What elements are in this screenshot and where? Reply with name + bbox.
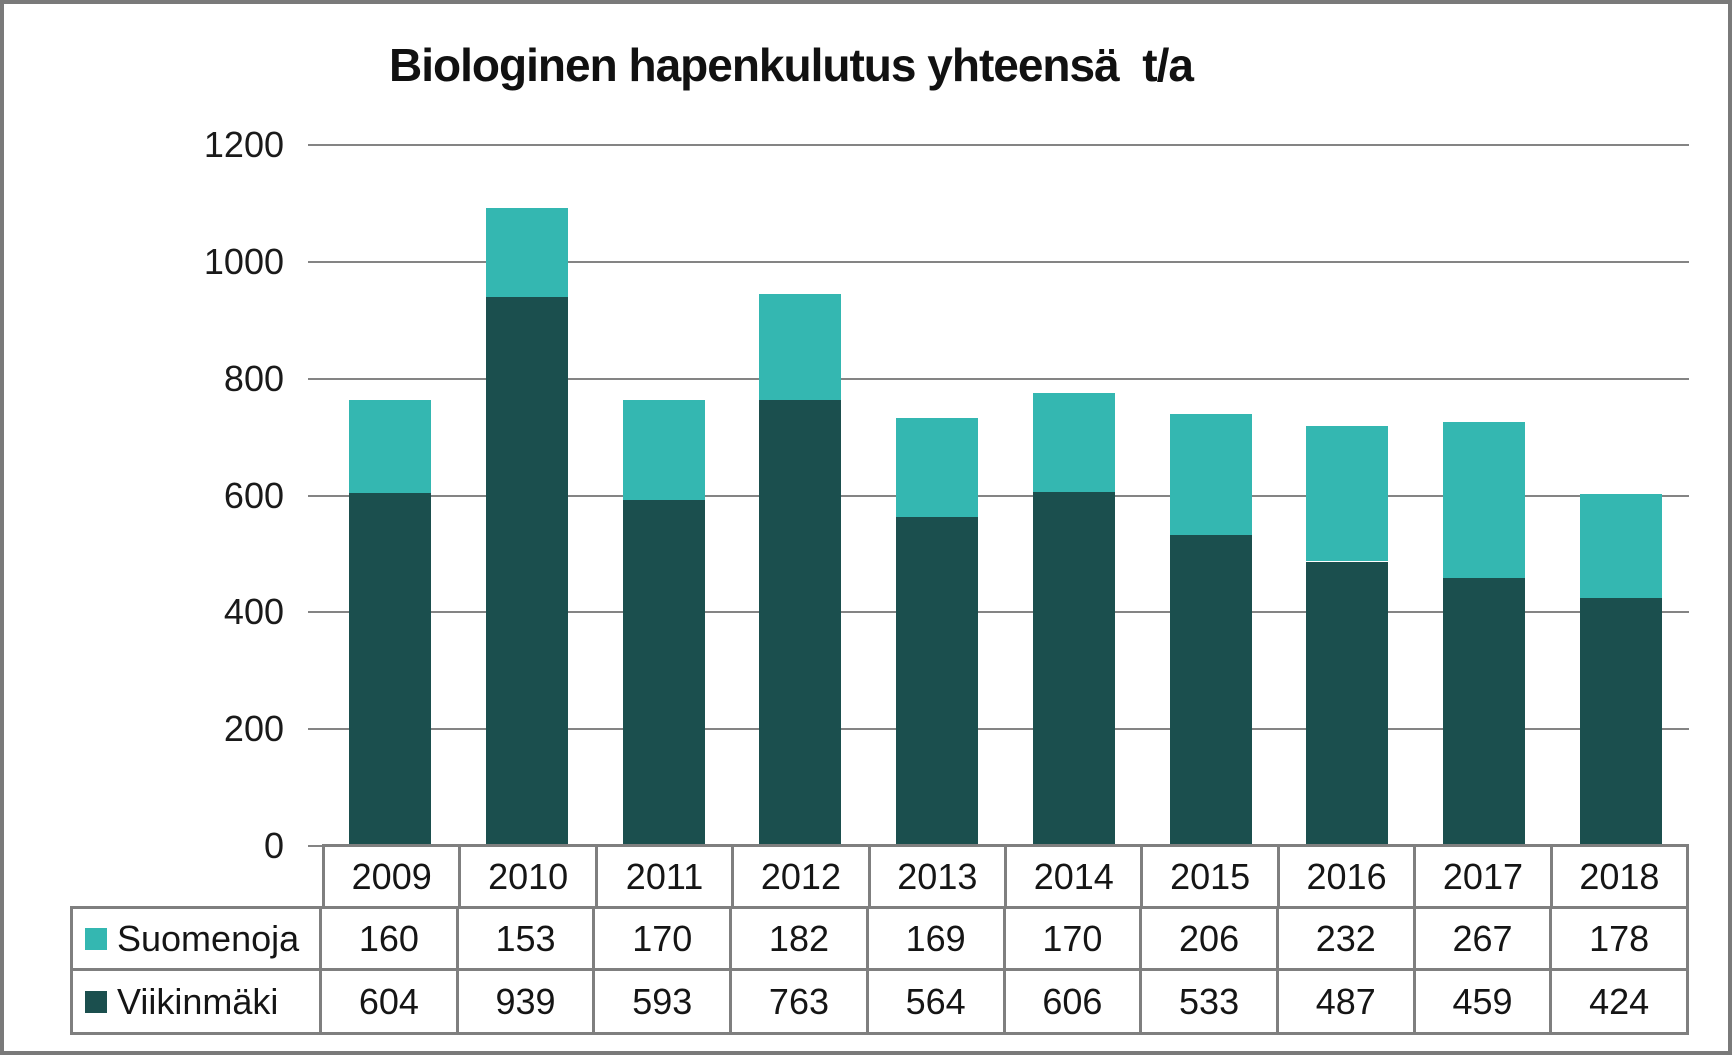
series-label-cell: Viikinmäki bbox=[70, 968, 322, 1035]
bar-segment-suomenoja bbox=[1032, 392, 1115, 492]
y-axis-label: 200 bbox=[223, 708, 284, 750]
legend-swatch-suomenoja bbox=[85, 927, 107, 950]
gridline bbox=[308, 728, 1689, 731]
value-cell: 564 bbox=[865, 968, 1006, 1035]
value-cell: 206 bbox=[1139, 906, 1279, 971]
y-axis-tick bbox=[308, 845, 322, 847]
value-cell: 939 bbox=[455, 968, 596, 1035]
bar-segment-viikinmäki bbox=[1579, 598, 1662, 846]
y-axis-label: 0 bbox=[263, 825, 284, 866]
gridline bbox=[308, 611, 1689, 614]
value-cell: 593 bbox=[592, 968, 733, 1035]
year-cell: 2014 bbox=[1004, 844, 1144, 909]
bar-segment-viikinmäki bbox=[1169, 534, 1252, 846]
bar-segment-suomenoja bbox=[486, 208, 569, 298]
series-name: Viikinmäki bbox=[117, 980, 279, 1022]
value-cell: 170 bbox=[592, 906, 733, 971]
year-cell: 2012 bbox=[731, 844, 871, 909]
bar-segment-viikinmäki bbox=[1306, 561, 1389, 846]
value-cell: 153 bbox=[455, 906, 596, 971]
bar-segment-suomenoja bbox=[349, 399, 432, 494]
bar-segment-viikinmäki bbox=[349, 493, 432, 846]
gridline bbox=[308, 377, 1689, 380]
value-cell: 178 bbox=[1549, 906, 1690, 971]
bar-segment-viikinmäki bbox=[1032, 491, 1115, 846]
value-cell: 604 bbox=[319, 968, 459, 1035]
table-year-row: 2009 2010 2011 2012 2013 2014 2015 2016 2017 2018 bbox=[322, 844, 1690, 909]
y-axis-label: 800 bbox=[223, 357, 284, 399]
value-cell: 487 bbox=[1275, 968, 1416, 1035]
year-cell: 2016 bbox=[1276, 844, 1417, 909]
bar-segment-viikinmäki bbox=[1442, 577, 1525, 846]
bar-segment-suomenoja bbox=[1579, 494, 1662, 599]
series-label-cell: Suomenoja bbox=[70, 906, 322, 971]
series-name: Suomenoja bbox=[117, 917, 300, 959]
value-cell: 182 bbox=[729, 906, 869, 971]
value-cell: 459 bbox=[1412, 968, 1553, 1035]
bar-segment-suomenoja bbox=[1169, 414, 1252, 535]
y-axis-label: 600 bbox=[223, 474, 284, 516]
table-series-row-suomenoja: Suomenoja 160 153 170 182 169 170 206 232 267 178 bbox=[70, 906, 1690, 971]
bar-segment-viikinmäki bbox=[622, 499, 705, 846]
y-axis-label: 1000 bbox=[203, 240, 284, 282]
value-cell: 606 bbox=[1002, 968, 1143, 1035]
gridline bbox=[308, 144, 1689, 146]
bar-segment-viikinmäki bbox=[759, 400, 842, 846]
y-axis-label: 400 bbox=[223, 591, 284, 633]
value-cell: 763 bbox=[729, 968, 869, 1035]
bar-segment-suomenoja bbox=[1442, 421, 1525, 578]
bar-segment-suomenoja bbox=[896, 417, 979, 517]
legend-swatch-viikinmäki bbox=[85, 990, 107, 1013]
bar-segment-suomenoja bbox=[622, 400, 705, 500]
year-cell: 2018 bbox=[1549, 844, 1690, 909]
year-cell: 2017 bbox=[1413, 844, 1553, 909]
table-series-row-viikinmäki: Viikinmäki 604 939 593 763 564 606 533 487 459 424 bbox=[70, 968, 1690, 1035]
gridline bbox=[308, 260, 1689, 263]
value-cell: 267 bbox=[1412, 906, 1553, 971]
year-cell: 2015 bbox=[1140, 844, 1280, 909]
year-cell: 2013 bbox=[867, 844, 1008, 909]
value-cell: 170 bbox=[1002, 906, 1143, 971]
year-cell: 2010 bbox=[458, 844, 598, 909]
bar-segment-viikinmäki bbox=[896, 516, 979, 846]
gridline bbox=[308, 494, 1689, 497]
value-cell: 424 bbox=[1549, 968, 1690, 1035]
value-cell: 169 bbox=[865, 906, 1006, 971]
chart-title: Biologinen hapenkulutus yhteensä t/a bbox=[389, 39, 1194, 91]
bar-segment-suomenoja bbox=[759, 293, 842, 401]
bar-segment-viikinmäki bbox=[486, 297, 569, 846]
year-cell: 2009 bbox=[322, 844, 462, 909]
bar-segment-suomenoja bbox=[1306, 425, 1389, 562]
value-cell: 160 bbox=[319, 906, 459, 971]
value-cell: 533 bbox=[1139, 968, 1279, 1035]
value-cell: 232 bbox=[1275, 906, 1416, 971]
y-axis-label: 1200 bbox=[203, 124, 284, 165]
year-cell: 2011 bbox=[594, 844, 735, 909]
